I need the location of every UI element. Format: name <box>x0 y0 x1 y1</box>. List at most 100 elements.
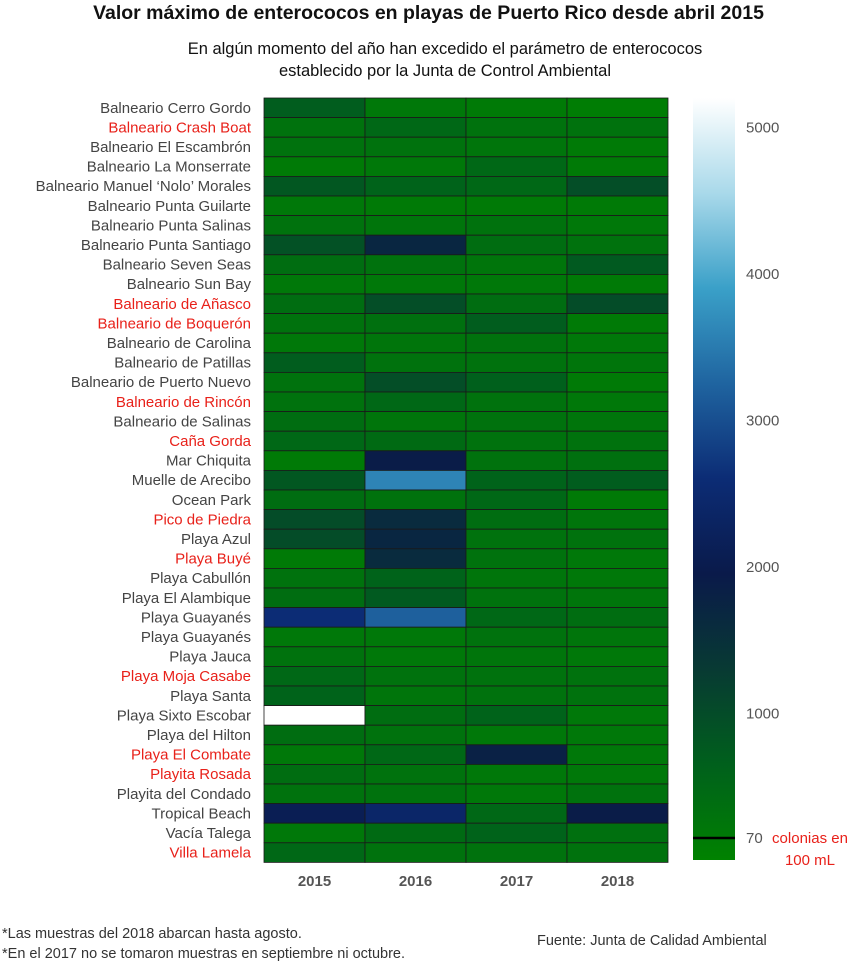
heatmap-cell <box>364 587 467 609</box>
column-labels: 2015 2016 2017 2018 <box>298 873 634 890</box>
heatmap-cell <box>465 391 568 413</box>
heatmap-cell <box>263 764 366 785</box>
row-label: Balneario de Boquerón <box>98 315 251 332</box>
heatmap-cell <box>465 293 568 315</box>
colorbar-tick-label: 2000 <box>746 559 779 576</box>
heatmap-cell <box>263 136 366 158</box>
source-note: Fuente: Junta de Calidad Ambiental <box>537 933 767 949</box>
heatmap-cell <box>364 215 467 236</box>
heatmap-cell <box>364 705 467 726</box>
heatmap-cell <box>566 842 669 863</box>
heatmap-cell <box>263 273 366 295</box>
colorbar: 1000 2000 3000 4000 5000 70 colonias en 100 mL <box>693 98 848 869</box>
heatmap-cell <box>263 156 366 177</box>
row-label: Vacía Talega <box>166 825 252 842</box>
heatmap-cell <box>364 156 467 177</box>
heatmap-cell <box>465 646 568 667</box>
heatmap-cell <box>364 352 467 373</box>
heatmap-cell <box>364 803 467 824</box>
heatmap-cell <box>364 783 467 805</box>
row-label: Playa Guayanés <box>141 629 251 646</box>
heatmap-cell <box>364 391 467 413</box>
heatmap-cell <box>566 175 669 197</box>
heatmap-cell <box>263 195 366 217</box>
column-label: 2016 <box>399 873 432 890</box>
heatmap-cell <box>364 469 467 491</box>
threshold-unit: colonias en <box>772 830 848 847</box>
row-label: Mar Chiquita <box>166 453 252 470</box>
heatmap-cell <box>263 822 366 844</box>
heatmap-cell <box>566 528 669 550</box>
heatmap-cell <box>566 822 669 844</box>
heatmap-cell <box>465 234 568 256</box>
heatmap-cell <box>566 705 669 726</box>
heatmap-cell <box>263 685 366 707</box>
chart-title: Valor máximo de enterococos en playas de… <box>93 2 764 24</box>
heatmap-cell <box>364 371 467 393</box>
heatmap-cell <box>364 724 467 746</box>
heatmap-cell <box>465 548 568 569</box>
heatmap-cell <box>465 156 568 177</box>
heatmap-cell <box>364 764 467 785</box>
colorbar-tick-label: 1000 <box>746 705 779 722</box>
heatmap-cell <box>465 411 568 432</box>
heatmap-cell <box>566 764 669 785</box>
heatmap-cell <box>263 371 366 393</box>
heatmap-cell <box>465 783 568 805</box>
heatmap-cell <box>263 175 366 197</box>
colorbar-gradient <box>693 98 735 860</box>
heatmap-cell <box>263 117 366 138</box>
row-label: Playa Cabullón <box>150 570 251 587</box>
heatmap-cell <box>263 352 366 373</box>
row-label: Balneario de Patillas <box>114 355 251 372</box>
heatmap-cell <box>465 764 568 785</box>
row-label: Muelle de Arecibo <box>132 472 251 489</box>
row-label: Playa Buyé <box>175 551 251 568</box>
colorbar-tick-label: 3000 <box>746 412 779 429</box>
heatmap-cell <box>364 293 467 315</box>
heatmap-cell <box>364 842 467 863</box>
heatmap-cell <box>263 842 366 863</box>
heatmap-cell <box>263 391 366 413</box>
row-label: Balneario Manuel ‘Nolo’ Morales <box>36 178 251 195</box>
heatmap-cell <box>263 528 366 550</box>
heatmap-cell <box>364 117 467 138</box>
row-label: Playita Rosada <box>150 766 252 783</box>
row-label: Playa del Hilton <box>147 727 251 744</box>
row-label: Playa Jauca <box>169 649 251 666</box>
heatmap-cell <box>263 724 366 746</box>
heatmap-cell <box>566 156 669 177</box>
heatmap-cell <box>566 254 669 275</box>
row-label: Playita del Condado <box>117 786 251 803</box>
heatmap-cell <box>263 607 366 628</box>
heatmap-cells <box>263 97 669 863</box>
heatmap-cell <box>566 391 669 413</box>
heatmap-cell <box>465 842 568 863</box>
heatmap-cell <box>566 666 669 687</box>
heatmap-cell <box>465 705 568 726</box>
heatmap-cell <box>566 136 669 158</box>
heatmap-cell <box>566 783 669 805</box>
heatmap-cell <box>364 568 467 589</box>
heatmap-cell <box>364 313 467 334</box>
heatmap-cell <box>566 568 669 589</box>
row-label: Balneario de Puerto Nuevo <box>71 374 251 391</box>
heatmap-cell <box>263 744 366 765</box>
heatmap-cell <box>566 607 669 628</box>
heatmap-cell <box>263 215 366 236</box>
colorbar-tick-label: 5000 <box>746 119 779 136</box>
heatmap-cell <box>364 254 467 275</box>
row-labels: Balneario Cerro Gordo Balneario Crash Boa… <box>36 100 252 862</box>
heatmap-cell <box>263 509 366 530</box>
threshold-label: 70 <box>746 830 763 847</box>
heatmap-cell <box>566 352 669 373</box>
row-label: Balneario Seven Seas <box>103 257 251 274</box>
heatmap-cell <box>364 822 467 844</box>
heatmap-cell <box>465 254 568 275</box>
heatmap-cell <box>364 626 467 648</box>
heatmap-cell <box>566 685 669 707</box>
row-label: Ocean Park <box>172 492 252 509</box>
row-label: Balneario El Escambrón <box>90 139 251 156</box>
heatmap-cell <box>364 744 467 765</box>
heatmap-cell <box>465 215 568 236</box>
